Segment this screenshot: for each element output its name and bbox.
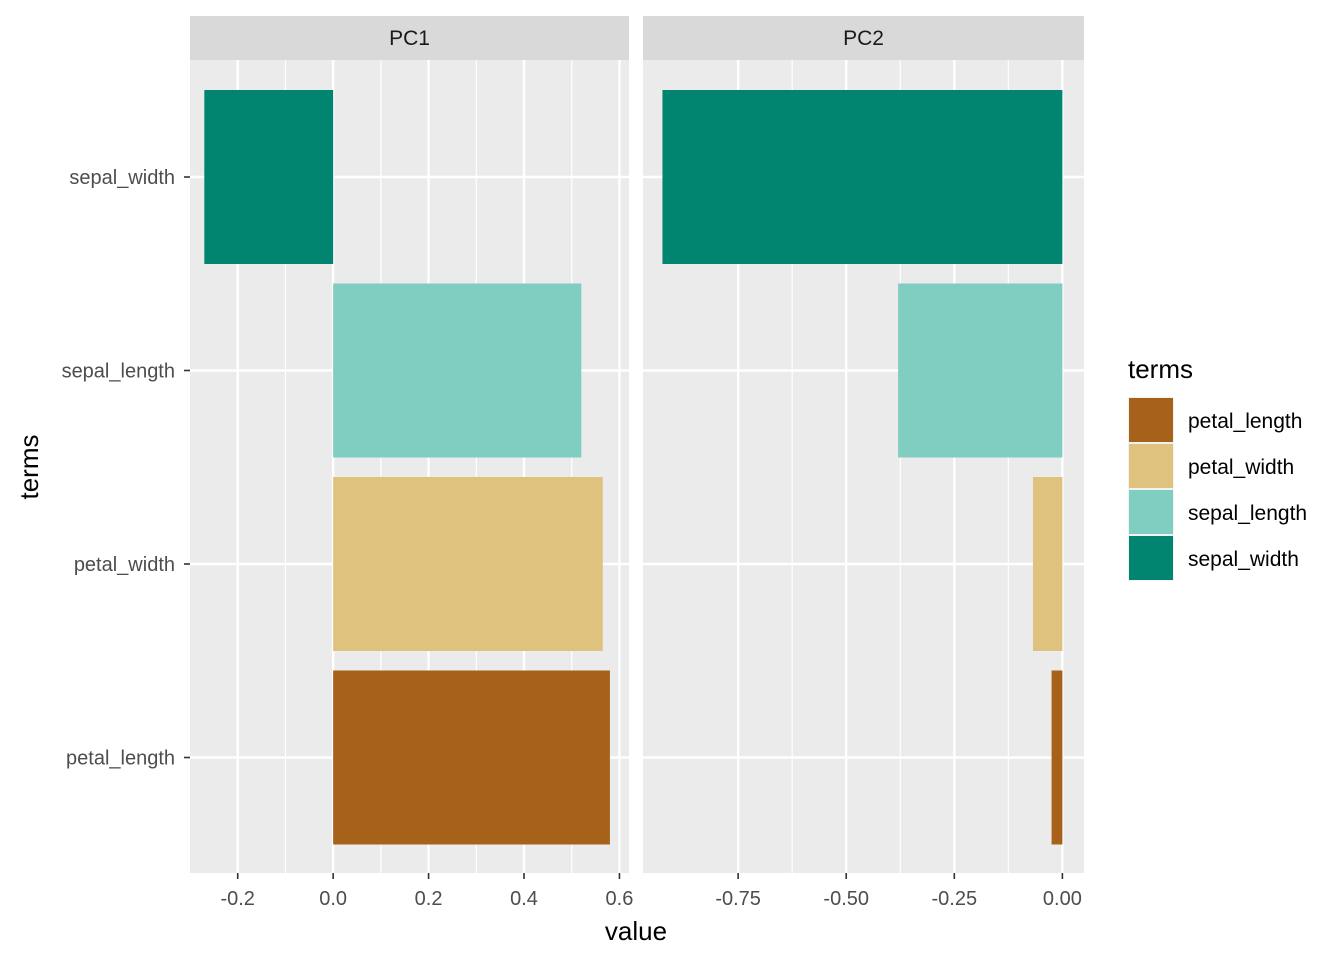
y-tick-label: petal_length bbox=[66, 748, 175, 770]
y-tick-label: petal_width bbox=[74, 554, 175, 576]
y-axis-title: terms bbox=[14, 435, 44, 500]
bar-pc1-sepal-length bbox=[333, 283, 582, 458]
x-tick-label: 0.6 bbox=[606, 888, 634, 910]
facet-strip bbox=[190, 16, 629, 60]
bar-pc2-sepal-width bbox=[662, 90, 1063, 264]
legend: terms petal_length petal_width sepal_lengt… bbox=[1128, 354, 1307, 581]
x-tick-label: -0.50 bbox=[823, 888, 869, 910]
legend-key-sepal-width bbox=[1129, 536, 1173, 580]
bar-pc2-petal-width bbox=[1032, 477, 1063, 651]
panel-pc1: PC1 -0.2 0.0 0.2 0.4 0.6 bbox=[190, 16, 633, 910]
x-tick-label: 0.4 bbox=[510, 888, 538, 910]
legend-label: petal_length bbox=[1188, 410, 1302, 433]
legend-title: terms bbox=[1128, 354, 1193, 384]
legend-label: sepal_length bbox=[1188, 502, 1307, 525]
bar-pc2-sepal-length bbox=[898, 283, 1063, 458]
x-tick-label: -0.25 bbox=[931, 888, 977, 910]
x-tick-label: -0.75 bbox=[715, 888, 761, 910]
bar-pc2-petal-length bbox=[1051, 670, 1063, 845]
legend-label: sepal_width bbox=[1188, 548, 1299, 571]
facet-strip-label: PC1 bbox=[389, 27, 430, 50]
x-tick-label: -0.2 bbox=[220, 888, 254, 910]
x-axis-title: value bbox=[605, 916, 667, 946]
legend-key-sepal-length bbox=[1129, 490, 1173, 534]
x-tick-label: 0.00 bbox=[1043, 888, 1082, 910]
y-tick-label: sepal_width bbox=[69, 167, 175, 189]
y-tick-label: sepal_length bbox=[62, 361, 175, 383]
y-axis: sepal_width sepal_length petal_width petal_… bbox=[62, 167, 190, 770]
bar-pc1-petal-length bbox=[333, 670, 610, 845]
panel-pc2: PC2 -0.75 -0.50 -0.25 0.00 bbox=[643, 16, 1084, 910]
legend-label: petal_width bbox=[1188, 456, 1294, 479]
legend-key-petal-width bbox=[1129, 444, 1173, 488]
facet-panels: PC1 -0.2 0.0 0.2 0.4 0.6 PC2 -0.75 -0.50 -0.25 0.0… bbox=[190, 16, 1084, 910]
x-tick-label: 0.2 bbox=[415, 888, 443, 910]
bar-pc1-petal-width bbox=[333, 477, 603, 651]
bar-pc1-sepal-width bbox=[204, 90, 334, 264]
x-tick-label: 0.0 bbox=[319, 888, 347, 910]
facet-strip bbox=[643, 16, 1084, 60]
legend-key-petal-length bbox=[1129, 398, 1173, 442]
facet-strip-label: PC2 bbox=[843, 27, 884, 50]
